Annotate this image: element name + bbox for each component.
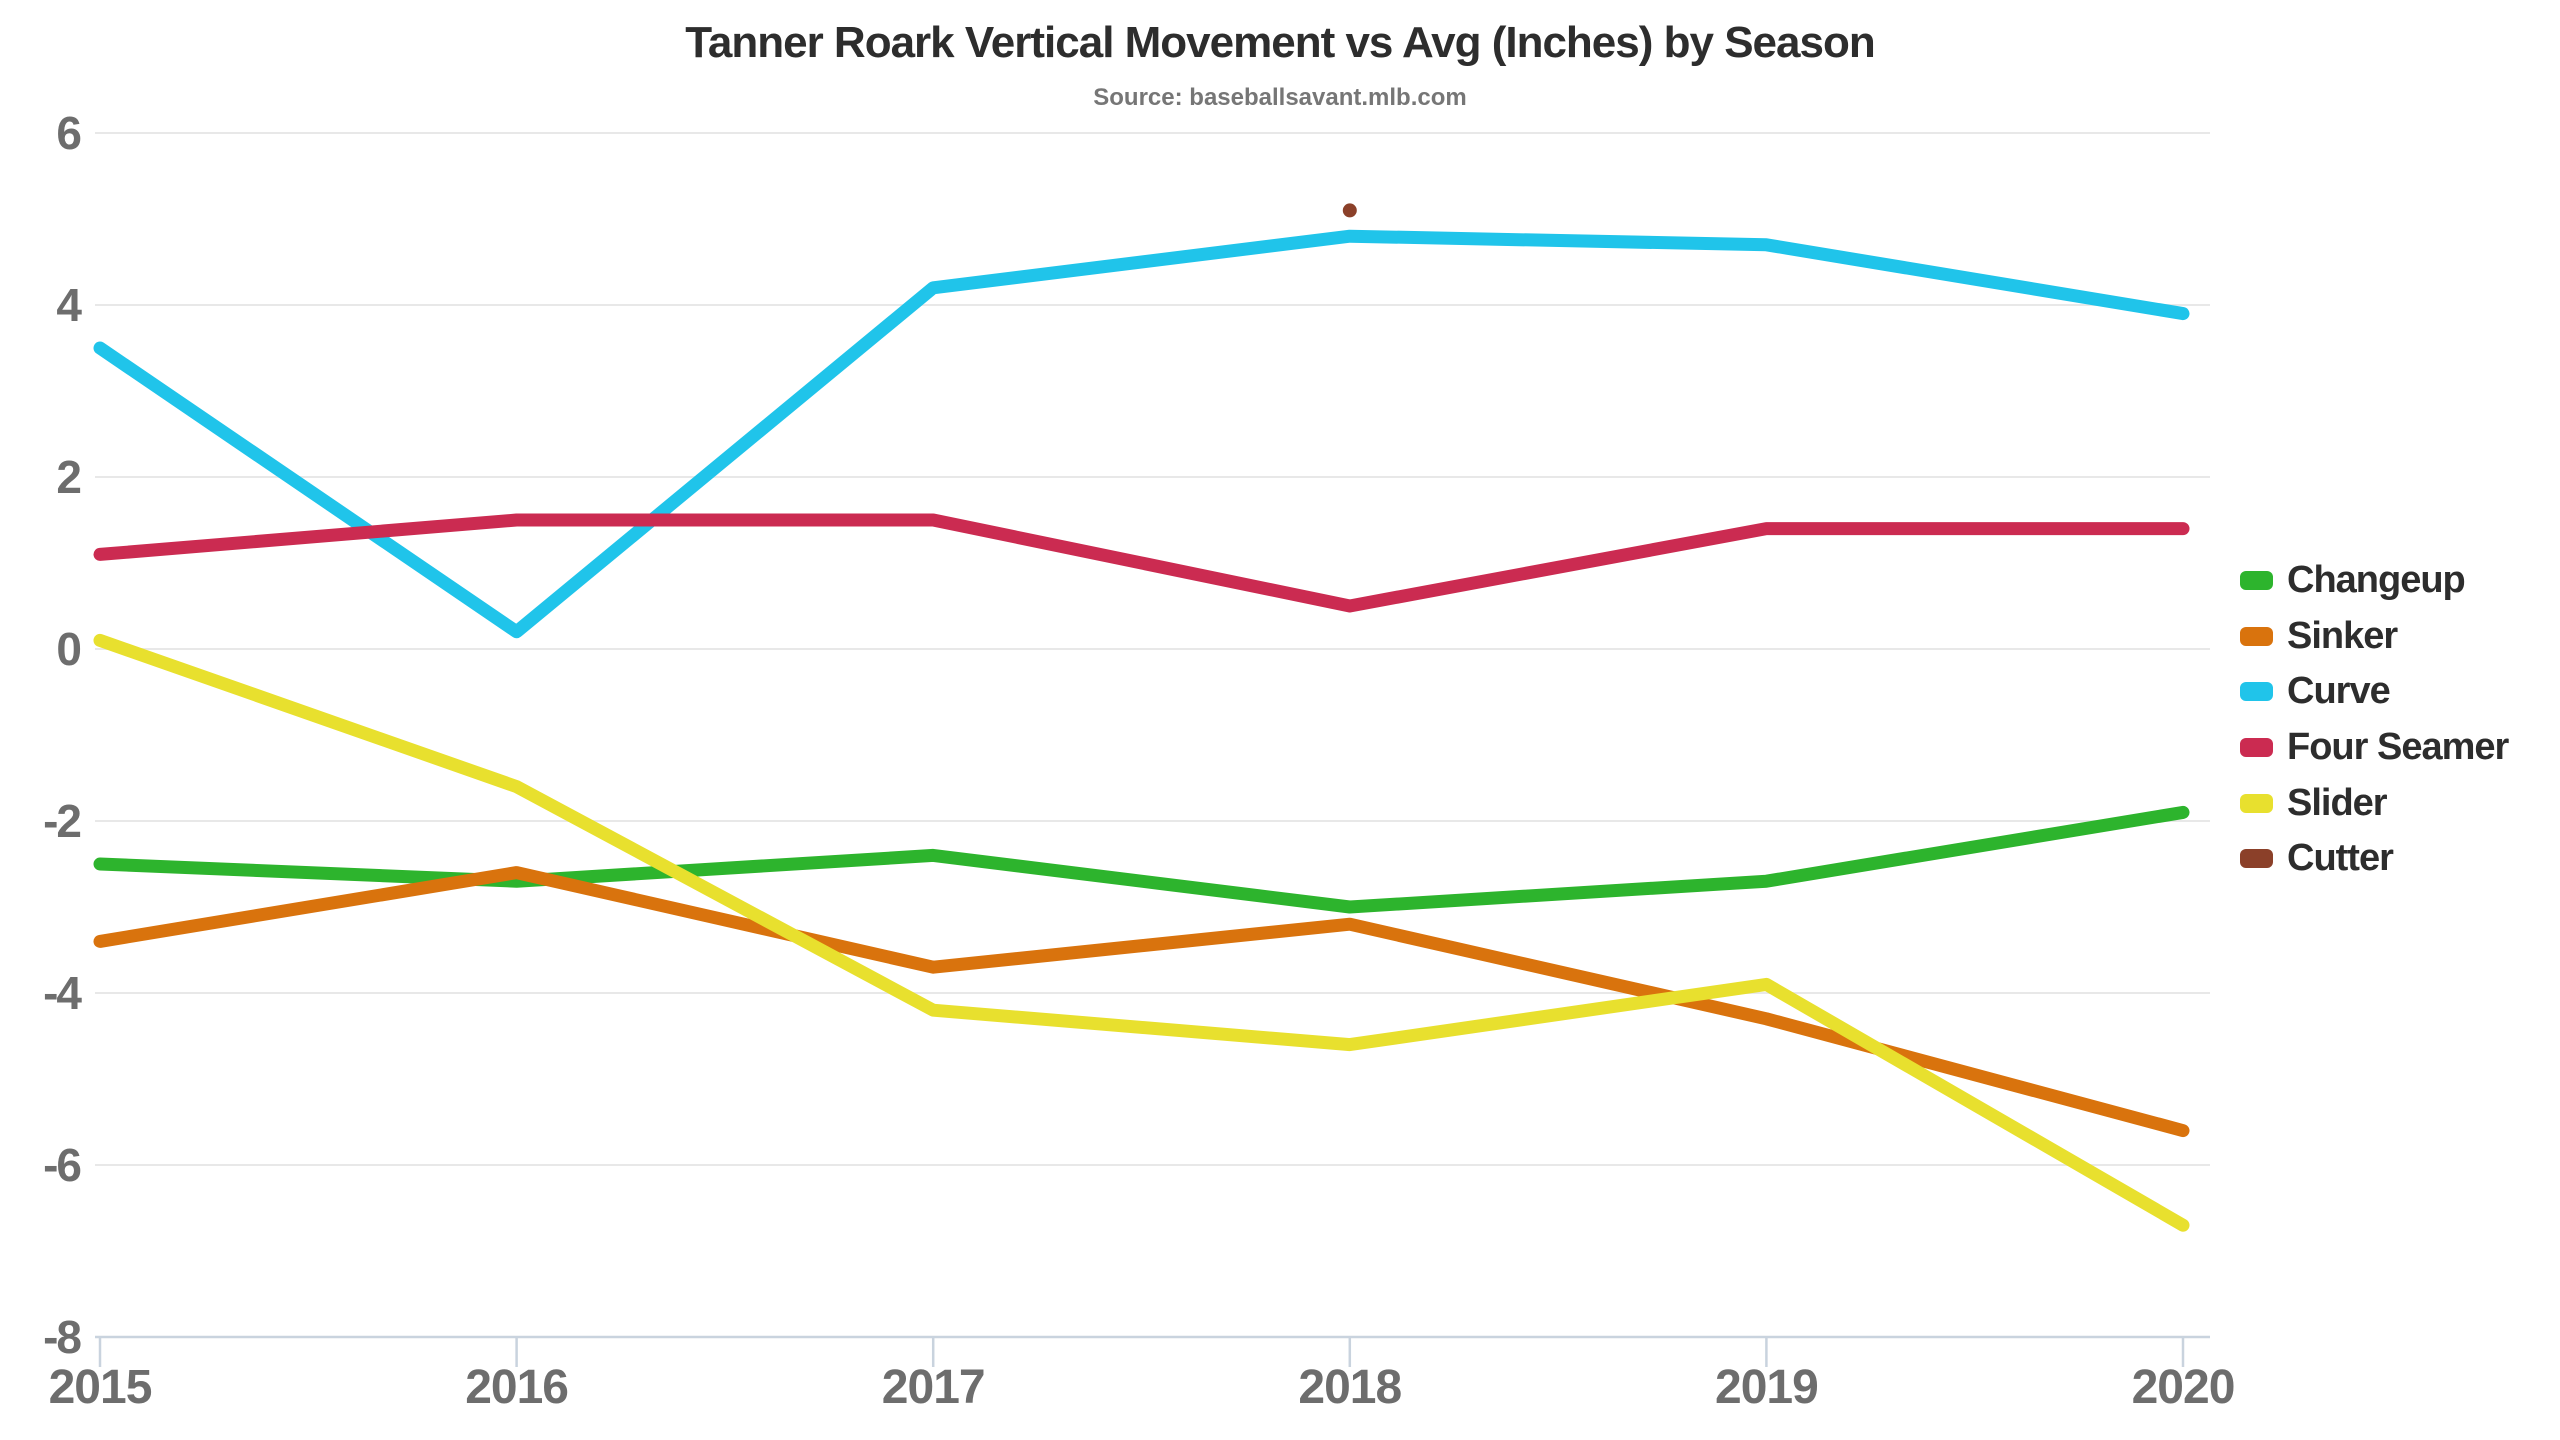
series-point-cutter [1342,203,1357,218]
y-tick-label: 6 [56,107,82,159]
x-tick-label: 2018 [1298,1361,1402,1414]
legend-swatch-cutter [2240,849,2273,869]
legend-item-four-seamer: Four Seamer [2240,720,2509,776]
legend-item-changeup: Changeup [2240,553,2508,609]
legend: Changeup Sinker Curve Four Seamer Slider Cutt… [2240,553,2509,887]
series-line-four-seamer [93,513,2190,613]
legend-label: Four Seamer [2287,726,2509,769]
y-tick-label: -2 [43,795,82,847]
legend-item-slider: Slider [2240,775,2508,831]
legend-label: Changeup [2287,559,2466,602]
legend-item-curve: Curve [2240,664,2508,720]
x-tick-label: 2017 [881,1361,986,1414]
y-tick-label: 4 [56,279,82,331]
legend-swatch-changeup [2240,571,2273,591]
legend-swatch-curve [2240,682,2273,702]
legend-swatch-slider [2240,793,2273,813]
legend-item-sinker: Sinker [2240,609,2508,665]
chart-title: Tanner Roark Vertical Movement vs Avg (I… [685,18,1875,67]
y-tick-label: 0 [56,623,82,675]
legend-swatch-sinker [2240,626,2273,646]
legend-label: Sinker [2287,614,2398,657]
series-line-sinker [93,866,2190,1138]
x-tick-label: 2015 [48,1361,153,1414]
series-line-curve [93,229,2190,639]
y-tick-label: -4 [43,967,82,1019]
y-tick-label: -6 [43,1139,82,1191]
legend-label: Curve [2287,670,2391,713]
legend-label: Slider [2287,781,2388,824]
legend-label: Cutter [2287,837,2394,880]
x-tick-label: 2016 [465,1361,569,1414]
legend-swatch-four-seamer [2240,738,2273,758]
series-line-slider [93,633,2190,1232]
x-tick-label: 2020 [2131,1361,2236,1414]
x-tick-label: 2019 [1715,1361,1819,1414]
legend-item-cutter: Cutter [2240,831,2508,887]
chart-source-subtitle: Source: baseballsavant.mlb.com [1093,84,1467,111]
y-tick-label: 2 [56,451,82,503]
y-tick-label: -8 [43,1311,82,1363]
